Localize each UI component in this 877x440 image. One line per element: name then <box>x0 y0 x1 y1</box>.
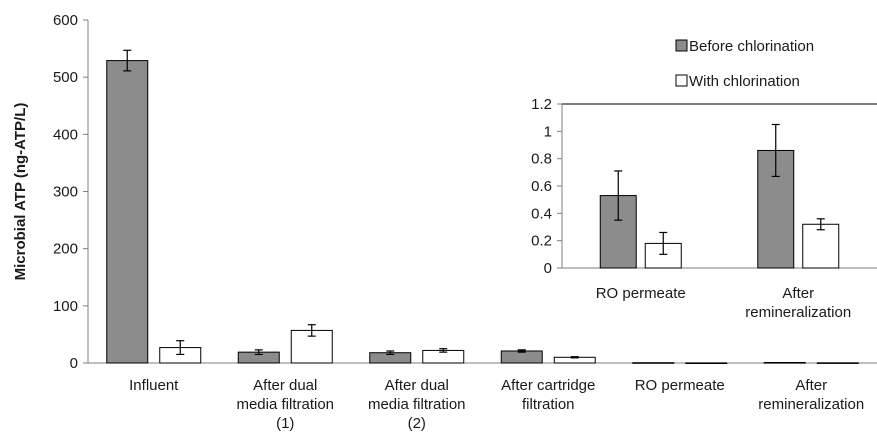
x-tick-label: RO permeate <box>635 377 725 394</box>
inset-bar <box>802 223 840 269</box>
bar <box>763 362 806 364</box>
y-tick-label: 500 <box>53 69 78 86</box>
x-tick-label: remineralization <box>758 396 864 413</box>
inset-x-tick-label: After <box>782 285 814 302</box>
x-tick-label: Influent <box>129 377 179 394</box>
inset-y-tick-label: 0.2 <box>531 233 552 250</box>
bar <box>685 362 728 364</box>
inset-x-tick-label: RO permeate <box>596 285 686 302</box>
bar <box>500 350 543 364</box>
x-tick-label: After dual <box>385 377 449 394</box>
x-tick-label: (2) <box>408 415 426 432</box>
y-tick-label: 400 <box>53 126 78 143</box>
y-tick-label: 0 <box>70 355 78 372</box>
x-tick-label: media filtration <box>368 396 466 413</box>
inset-y-tick-label: 1 <box>544 123 552 140</box>
inset-y-tick-label: 0.4 <box>531 205 552 222</box>
inset-y-tick-label: 1.2 <box>531 96 552 113</box>
bar <box>816 362 859 364</box>
y-tick-label: 600 <box>53 12 78 29</box>
bar <box>106 60 149 364</box>
x-tick-label: (1) <box>276 415 294 432</box>
bar <box>632 362 675 364</box>
y-tick-label: 200 <box>53 241 78 258</box>
legend-swatch <box>675 39 688 52</box>
x-tick-label: After dual <box>253 377 317 394</box>
bar <box>290 329 333 364</box>
inset-y-tick-label: 0.8 <box>531 151 552 168</box>
x-tick-label: After cartridge <box>501 377 595 394</box>
inset-y-tick-label: 0 <box>544 260 552 277</box>
x-tick-label: After <box>795 377 827 394</box>
legend-label: With chlorination <box>689 73 800 90</box>
legend-swatch <box>675 74 688 87</box>
x-tick-label: filtration <box>522 396 575 413</box>
y-tick-label: 100 <box>53 298 78 315</box>
y-axis-label: Microbial ATP (ng-ATP/L) <box>12 103 29 281</box>
legend-label: Before chlorination <box>689 38 814 55</box>
inset-x-tick-label: remineralization <box>745 304 851 321</box>
inset-y-tick-label: 0.6 <box>531 178 552 195</box>
x-tick-label: media filtration <box>236 396 334 413</box>
y-tick-label: 300 <box>53 184 78 201</box>
